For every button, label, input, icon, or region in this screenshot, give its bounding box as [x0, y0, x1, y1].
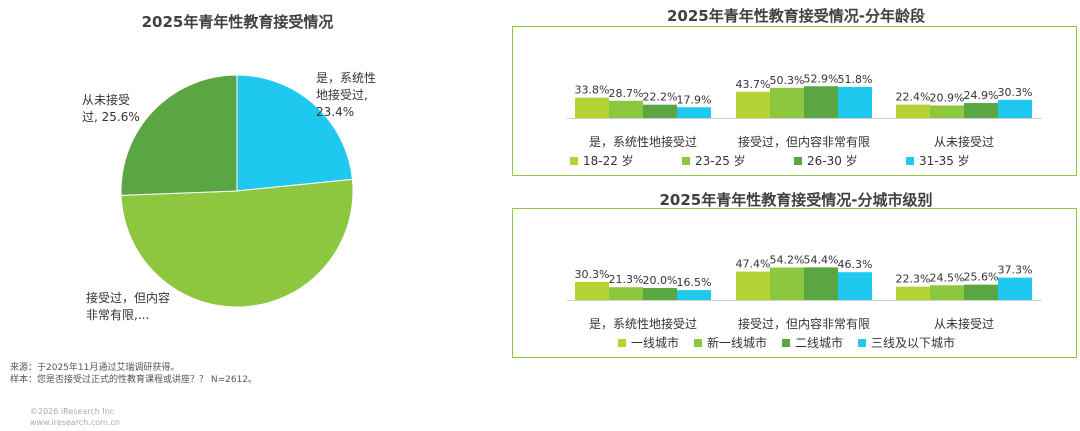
age-legend-label-2: 26-30 岁: [807, 153, 858, 168]
pie-label-never: 从未接受 过, 25.6%: [82, 93, 140, 124]
age-bar-2-1: [930, 105, 964, 118]
city-legend-swatch-2: [782, 339, 790, 347]
city-category-label-1: 接受过，但内容非常有限: [738, 316, 870, 331]
city-legend-label-0: 一线城市: [631, 335, 679, 350]
city-chart-title: 2025年青年性教育接受情况-分城市级别: [659, 191, 933, 209]
city-data-label-1-3: 46.3%: [838, 258, 873, 271]
city-bar-chart: 30.3% 21.3% 20.0% 16.5% 是，系统性地接受过 47.4% 54.2% 5…: [567, 253, 1042, 350]
age-data-label-1-3: 51.8%: [838, 73, 873, 86]
pie-label-limited: 接受过，但内容 非常有限,...: [86, 291, 171, 322]
pie-slice-limited: [120, 178, 354, 308]
city-bar-1-3: [838, 272, 872, 300]
age-legend-swatch-2: [794, 157, 802, 165]
age-bar-1-1: [770, 87, 804, 118]
age-bar-0-1: [609, 100, 643, 118]
city-data-label-2-0: 22.3%: [896, 273, 931, 286]
age-category-label-2: 从未接受过: [934, 134, 994, 149]
city-legend-label-2: 二线城市: [795, 335, 843, 350]
age-category-label-1: 接受过，但内容非常有限: [738, 134, 870, 149]
city-data-label-2-1: 24.5%: [930, 271, 965, 284]
copyright: ©2026 iResearch Inc: [30, 407, 115, 416]
city-data-label-0-0: 30.3%: [575, 268, 610, 281]
age-legend-swatch-0: [570, 157, 578, 165]
city-bar-0-2: [643, 288, 677, 300]
city-bar-2-1: [930, 285, 964, 300]
city-data-label-1-0: 47.4%: [736, 258, 771, 271]
age-data-label-0-1: 28.7%: [609, 87, 644, 100]
city-data-label-0-2: 20.0%: [643, 274, 678, 287]
age-legend-swatch-3: [906, 157, 914, 165]
city-bar-0-1: [609, 287, 643, 300]
city-data-label-1-1: 54.2%: [770, 253, 805, 266]
age-data-label-0-0: 33.8%: [575, 84, 610, 97]
sample-note: 样本：您是否接受过正式的性教育课程或讲座？？ N=2612。: [10, 375, 258, 385]
city-chart-frame: [512, 208, 1077, 358]
city-data-label-2-3: 37.3%: [998, 264, 1033, 277]
age-bar-2-2: [964, 103, 998, 118]
age-data-label-2-1: 20.9%: [930, 91, 965, 104]
source-note: 来源：于2025年11月通过艾瑞调研获得。: [10, 363, 180, 373]
age-chart-frame: [512, 26, 1077, 176]
age-bar-2-3: [998, 99, 1032, 118]
age-legend-swatch-1: [682, 157, 690, 165]
age-bar-1-2: [804, 86, 838, 118]
age-bar-2-0: [896, 104, 930, 118]
website: www.iresearch.com.cn: [30, 418, 120, 427]
pie-title: 2025年青年性教育接受情况: [141, 13, 334, 31]
city-data-label-1-2: 54.4%: [804, 253, 839, 266]
city-category-label-2: 从未接受过: [934, 316, 994, 331]
city-legend-swatch-0: [618, 339, 626, 347]
city-legend-label-1: 新一线城市: [707, 335, 767, 350]
age-data-label-0-2: 22.2%: [643, 91, 678, 104]
age-legend-label-3: 31-35 岁: [919, 153, 970, 168]
pie-label-systematic: 是，系统性 地接受过, 23.4%: [316, 71, 377, 119]
age-data-label-2-0: 22.4%: [896, 91, 931, 104]
city-legend-label-3: 三线及以下城市: [871, 335, 955, 350]
city-data-label-2-2: 25.6%: [964, 271, 999, 284]
pie-chart: [120, 74, 354, 308]
pie-slice-never: [120, 74, 238, 196]
age-category-label-0: 是，系统性地接受过: [589, 134, 697, 149]
city-legend-swatch-1: [694, 339, 702, 347]
age-data-label-1-0: 43.7%: [736, 78, 771, 91]
age-legend-label-1: 23-25 岁: [695, 153, 746, 168]
age-bar-0-0: [575, 97, 609, 118]
age-data-label-2-3: 30.3%: [998, 86, 1033, 99]
city-data-label-0-1: 21.3%: [609, 273, 644, 286]
pie-slice-systematic: [236, 74, 353, 192]
age-data-label-0-3: 17.9%: [677, 93, 712, 106]
age-legend-label-0: 18-22 岁: [583, 153, 634, 168]
age-bar-0-3: [677, 107, 711, 118]
city-bar-2-2: [964, 284, 998, 300]
city-bar-1-2: [804, 267, 838, 300]
city-category-label-0: 是，系统性地接受过: [589, 316, 697, 331]
age-bar-1-0: [736, 91, 770, 118]
city-bar-2-3: [998, 277, 1032, 300]
city-bar-0-0: [575, 281, 609, 300]
age-data-label-2-2: 24.9%: [964, 89, 999, 102]
age-data-label-1-1: 50.3%: [770, 74, 805, 87]
city-bar-1-1: [770, 267, 804, 300]
age-chart-title: 2025年青年性教育接受情况-分年龄段: [667, 7, 925, 25]
city-legend-swatch-3: [858, 339, 866, 347]
age-bar-1-3: [838, 86, 872, 118]
city-data-label-0-3: 16.5%: [677, 276, 712, 289]
age-bar-0-2: [643, 104, 677, 118]
city-bar-0-3: [677, 290, 711, 300]
age-data-label-1-2: 52.9%: [804, 72, 839, 85]
city-bar-1-0: [736, 271, 770, 300]
city-bar-2-0: [896, 286, 930, 300]
